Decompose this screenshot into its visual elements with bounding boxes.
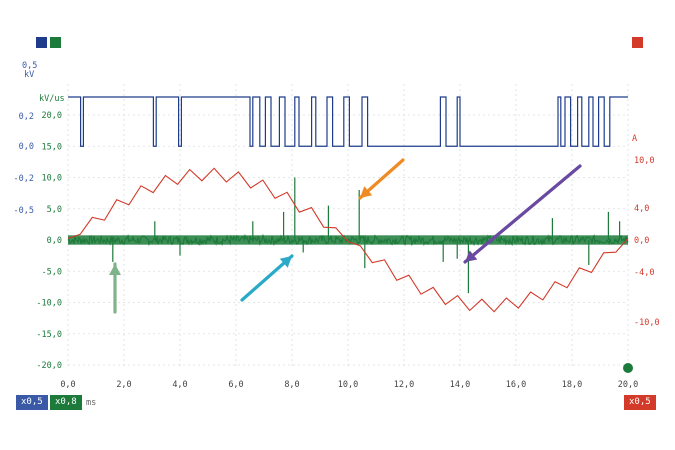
red-unit-label: A: [632, 134, 638, 144]
x-tick-label: 16,0: [506, 380, 526, 390]
green-marker-dot: [623, 363, 633, 373]
green-axis-labels: 20,0 15,0 10,0 5,0 0,0 -5,0 -10,0 -15,0 -20,0: [36, 111, 62, 371]
orange-arrow-head: [360, 186, 373, 198]
green-unit-label: kV/us: [39, 94, 65, 104]
cyan-arrow-head: [279, 256, 292, 268]
green-tick-label: -15,0: [36, 330, 62, 340]
orange-arrow: [358, 158, 405, 200]
blue-tick-label: 0,0: [19, 142, 34, 152]
cyan-arrow: [240, 254, 294, 302]
traces: [67, 96, 633, 373]
blue-tick-label: -0,5: [14, 206, 34, 216]
blue-channel-square[interactable]: [36, 37, 47, 48]
green-tick-label: 10,0: [42, 174, 62, 184]
blue-pwm-trace: [68, 96, 628, 147]
blue-scale-top-label: 0,5: [22, 61, 38, 71]
purple-arrow-head: [465, 250, 478, 262]
purple-arrow-shaft: [463, 164, 582, 264]
green-scale-badge[interactable]: x0,8: [50, 395, 82, 410]
red-current-trace: [67, 167, 629, 313]
red-tick-label: -10,0: [634, 318, 660, 328]
annotation-arrows: [109, 158, 582, 314]
green-tick-label: 0,0: [47, 236, 62, 246]
x-tick-label: 8,0: [284, 380, 299, 390]
green-tick-label: 5,0: [47, 205, 62, 215]
red-tick-label: -4,0: [634, 268, 654, 278]
red-axis-labels: 10,0 4,0 0,0 -4,0 -10,0: [634, 156, 660, 328]
green-channel-square[interactable]: [50, 37, 61, 48]
lightgreen-arrow-head: [109, 264, 121, 275]
blue-axis-labels: 0,2 0,0 -0,2 -0,5: [14, 112, 34, 216]
blue-tick-label: 0,2: [19, 112, 34, 122]
x-axis-labels: 0,0 2,0 4,0 6,0 8,0 10,0 12,0 14,0 16,0 18,0 20,0: [60, 380, 638, 390]
x-tick-label: 0,0: [60, 380, 75, 390]
red-tick-label: 0,0: [634, 236, 649, 246]
blue-unit-label: kV: [24, 70, 35, 80]
purple-arrow: [463, 164, 582, 264]
green-tick-label: 15,0: [42, 142, 62, 152]
x-tick-label: 14,0: [450, 380, 470, 390]
green-noise-band: [68, 235, 628, 245]
x-tick-label: 2,0: [116, 380, 131, 390]
x-tick-label: 4,0: [172, 380, 187, 390]
x-tick-label: 18,0: [562, 380, 582, 390]
red-channel-square[interactable]: [632, 37, 643, 48]
x-tick-label: 10,0: [338, 380, 358, 390]
time-unit-label: ms: [86, 398, 97, 408]
blue-tick-label: -0,2: [14, 174, 34, 184]
chart-grid: [67, 84, 629, 366]
green-tick-label: -10,0: [36, 299, 62, 309]
green-tick-label: -20,0: [36, 361, 62, 371]
blue-scale-badge[interactable]: x0,5: [16, 395, 48, 410]
cyan-arrow-shaft: [240, 254, 294, 302]
red-scale-badge[interactable]: x0,5: [624, 395, 656, 410]
red-tick-label: 4,0: [634, 204, 649, 214]
red-tick-label: 10,0: [634, 156, 654, 166]
x-tick-label: 20,0: [618, 380, 638, 390]
x-tick-label: 12,0: [394, 380, 414, 390]
green-tick-label: 20,0: [42, 111, 62, 121]
x-tick-label: 6,0: [228, 380, 243, 390]
green-tick-label: -5,0: [42, 267, 62, 277]
lightgreen-arrow: [109, 262, 121, 314]
